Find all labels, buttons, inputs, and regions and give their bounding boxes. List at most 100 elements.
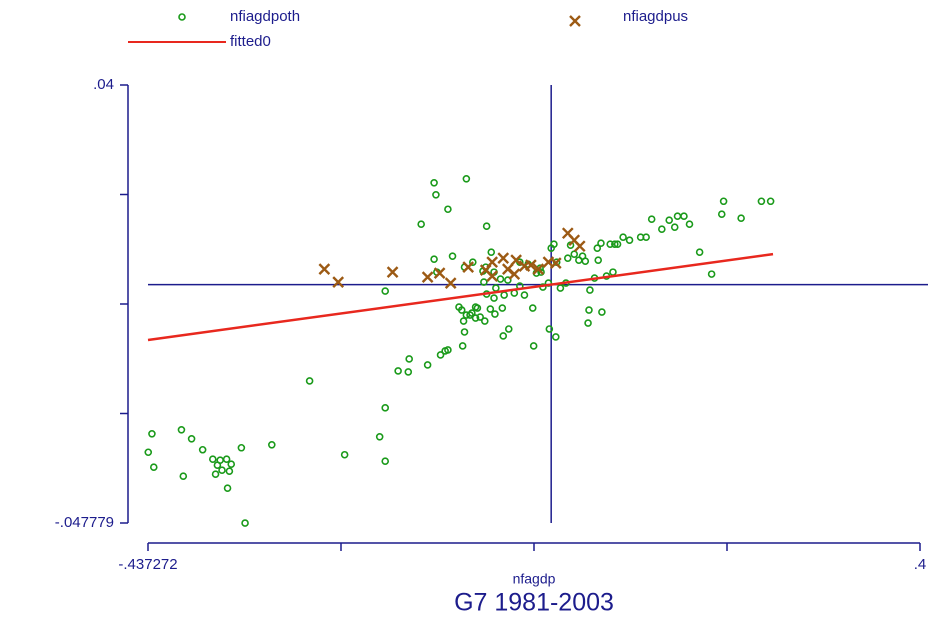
point xyxy=(430,179,438,187)
point xyxy=(525,259,537,271)
point xyxy=(433,267,446,279)
point xyxy=(491,310,499,318)
point xyxy=(462,261,475,273)
point xyxy=(448,252,457,260)
x-axis-title: nfagdp xyxy=(513,571,556,587)
point xyxy=(642,233,650,241)
point xyxy=(757,197,766,206)
point xyxy=(766,197,775,206)
point xyxy=(394,367,402,375)
point xyxy=(609,268,617,276)
legend-label: nfiagdpus xyxy=(623,8,688,25)
point xyxy=(486,270,499,282)
point xyxy=(532,263,545,275)
y-tick-label: .04 xyxy=(93,76,114,93)
point xyxy=(468,309,476,317)
point xyxy=(570,250,579,258)
point xyxy=(417,220,425,229)
point xyxy=(529,342,538,350)
point xyxy=(436,351,445,359)
point xyxy=(459,317,468,325)
point xyxy=(497,252,510,264)
x-tick-label: -.437272 xyxy=(118,556,177,573)
point xyxy=(381,404,390,412)
point xyxy=(496,275,505,283)
point xyxy=(504,276,512,284)
point xyxy=(670,223,679,232)
point xyxy=(149,463,158,472)
point xyxy=(480,278,488,286)
point xyxy=(482,222,491,231)
point xyxy=(707,270,716,278)
point xyxy=(318,263,331,275)
point xyxy=(144,448,153,457)
point xyxy=(593,244,602,252)
point xyxy=(471,303,480,311)
point xyxy=(581,257,590,265)
point xyxy=(566,241,575,249)
point xyxy=(598,308,606,316)
point xyxy=(177,425,186,434)
point xyxy=(717,210,726,219)
point xyxy=(469,258,477,266)
point xyxy=(222,455,231,464)
x-tick-label: .4 xyxy=(914,556,927,573)
point xyxy=(665,216,674,225)
legend-label: nfiagdpoth xyxy=(230,8,300,25)
point xyxy=(421,271,434,283)
y-tick-label: -.047779 xyxy=(55,514,114,531)
point xyxy=(148,429,156,438)
point xyxy=(510,254,522,266)
point xyxy=(227,460,236,469)
point xyxy=(597,239,605,247)
point xyxy=(611,240,619,248)
point xyxy=(606,240,614,248)
point xyxy=(504,325,513,333)
legend-label: fitted0 xyxy=(230,33,271,50)
point xyxy=(223,484,232,492)
point xyxy=(551,333,560,341)
point xyxy=(187,434,196,443)
point xyxy=(537,268,545,276)
point xyxy=(585,306,593,314)
point xyxy=(211,470,220,479)
point xyxy=(658,225,666,234)
point xyxy=(241,519,249,527)
point xyxy=(647,215,656,224)
chart-title: G7 1981-2003 xyxy=(454,589,614,617)
point xyxy=(332,276,345,288)
point xyxy=(594,256,603,264)
point xyxy=(208,455,217,464)
point xyxy=(490,294,498,302)
point xyxy=(737,214,745,223)
point xyxy=(695,248,704,256)
point xyxy=(545,325,554,333)
point xyxy=(405,355,413,363)
point xyxy=(462,175,471,183)
point xyxy=(584,319,592,327)
point xyxy=(625,236,634,244)
point xyxy=(268,440,276,449)
point xyxy=(586,286,594,294)
point xyxy=(685,220,694,229)
point xyxy=(549,257,562,269)
point xyxy=(520,291,529,299)
point xyxy=(225,467,234,476)
point xyxy=(444,346,452,354)
point xyxy=(430,255,438,263)
point xyxy=(528,304,537,312)
point xyxy=(216,456,224,465)
point xyxy=(673,212,682,221)
point xyxy=(573,240,586,253)
point xyxy=(500,291,508,299)
point xyxy=(458,342,467,350)
point xyxy=(556,284,565,292)
point xyxy=(680,212,688,221)
point xyxy=(460,328,469,336)
point xyxy=(476,313,484,321)
legend-swatch xyxy=(178,13,186,21)
point xyxy=(498,304,507,312)
point xyxy=(480,317,489,325)
